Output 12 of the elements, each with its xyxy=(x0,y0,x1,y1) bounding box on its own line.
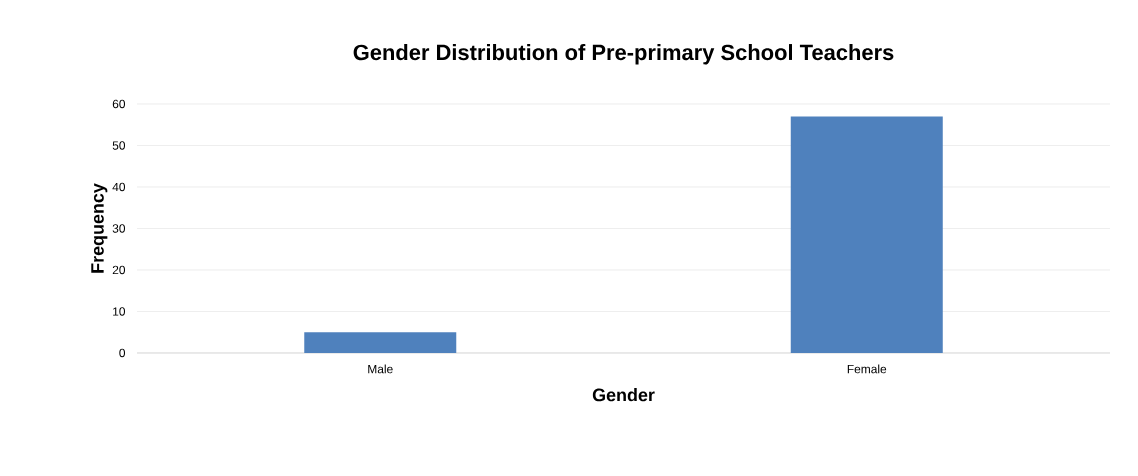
y-tick-label: 40 xyxy=(112,182,126,192)
x-axis-title: Gender xyxy=(592,388,655,402)
x-tick-label: Male xyxy=(368,364,393,374)
x-tick-label: Female xyxy=(847,364,887,374)
y-tick-label: 60 xyxy=(112,99,126,109)
y-tick-label: 50 xyxy=(112,141,126,150)
y-tick-label: 20 xyxy=(112,265,126,275)
y-tick-label: 10 xyxy=(113,307,126,316)
y-tick-label: 0 xyxy=(119,348,126,358)
y-axis-title: Frequency xyxy=(91,183,108,273)
chart-title: Gender Distribution of Pre-primary School Teachers xyxy=(353,44,894,65)
y-tick-label: 30 xyxy=(112,224,126,233)
